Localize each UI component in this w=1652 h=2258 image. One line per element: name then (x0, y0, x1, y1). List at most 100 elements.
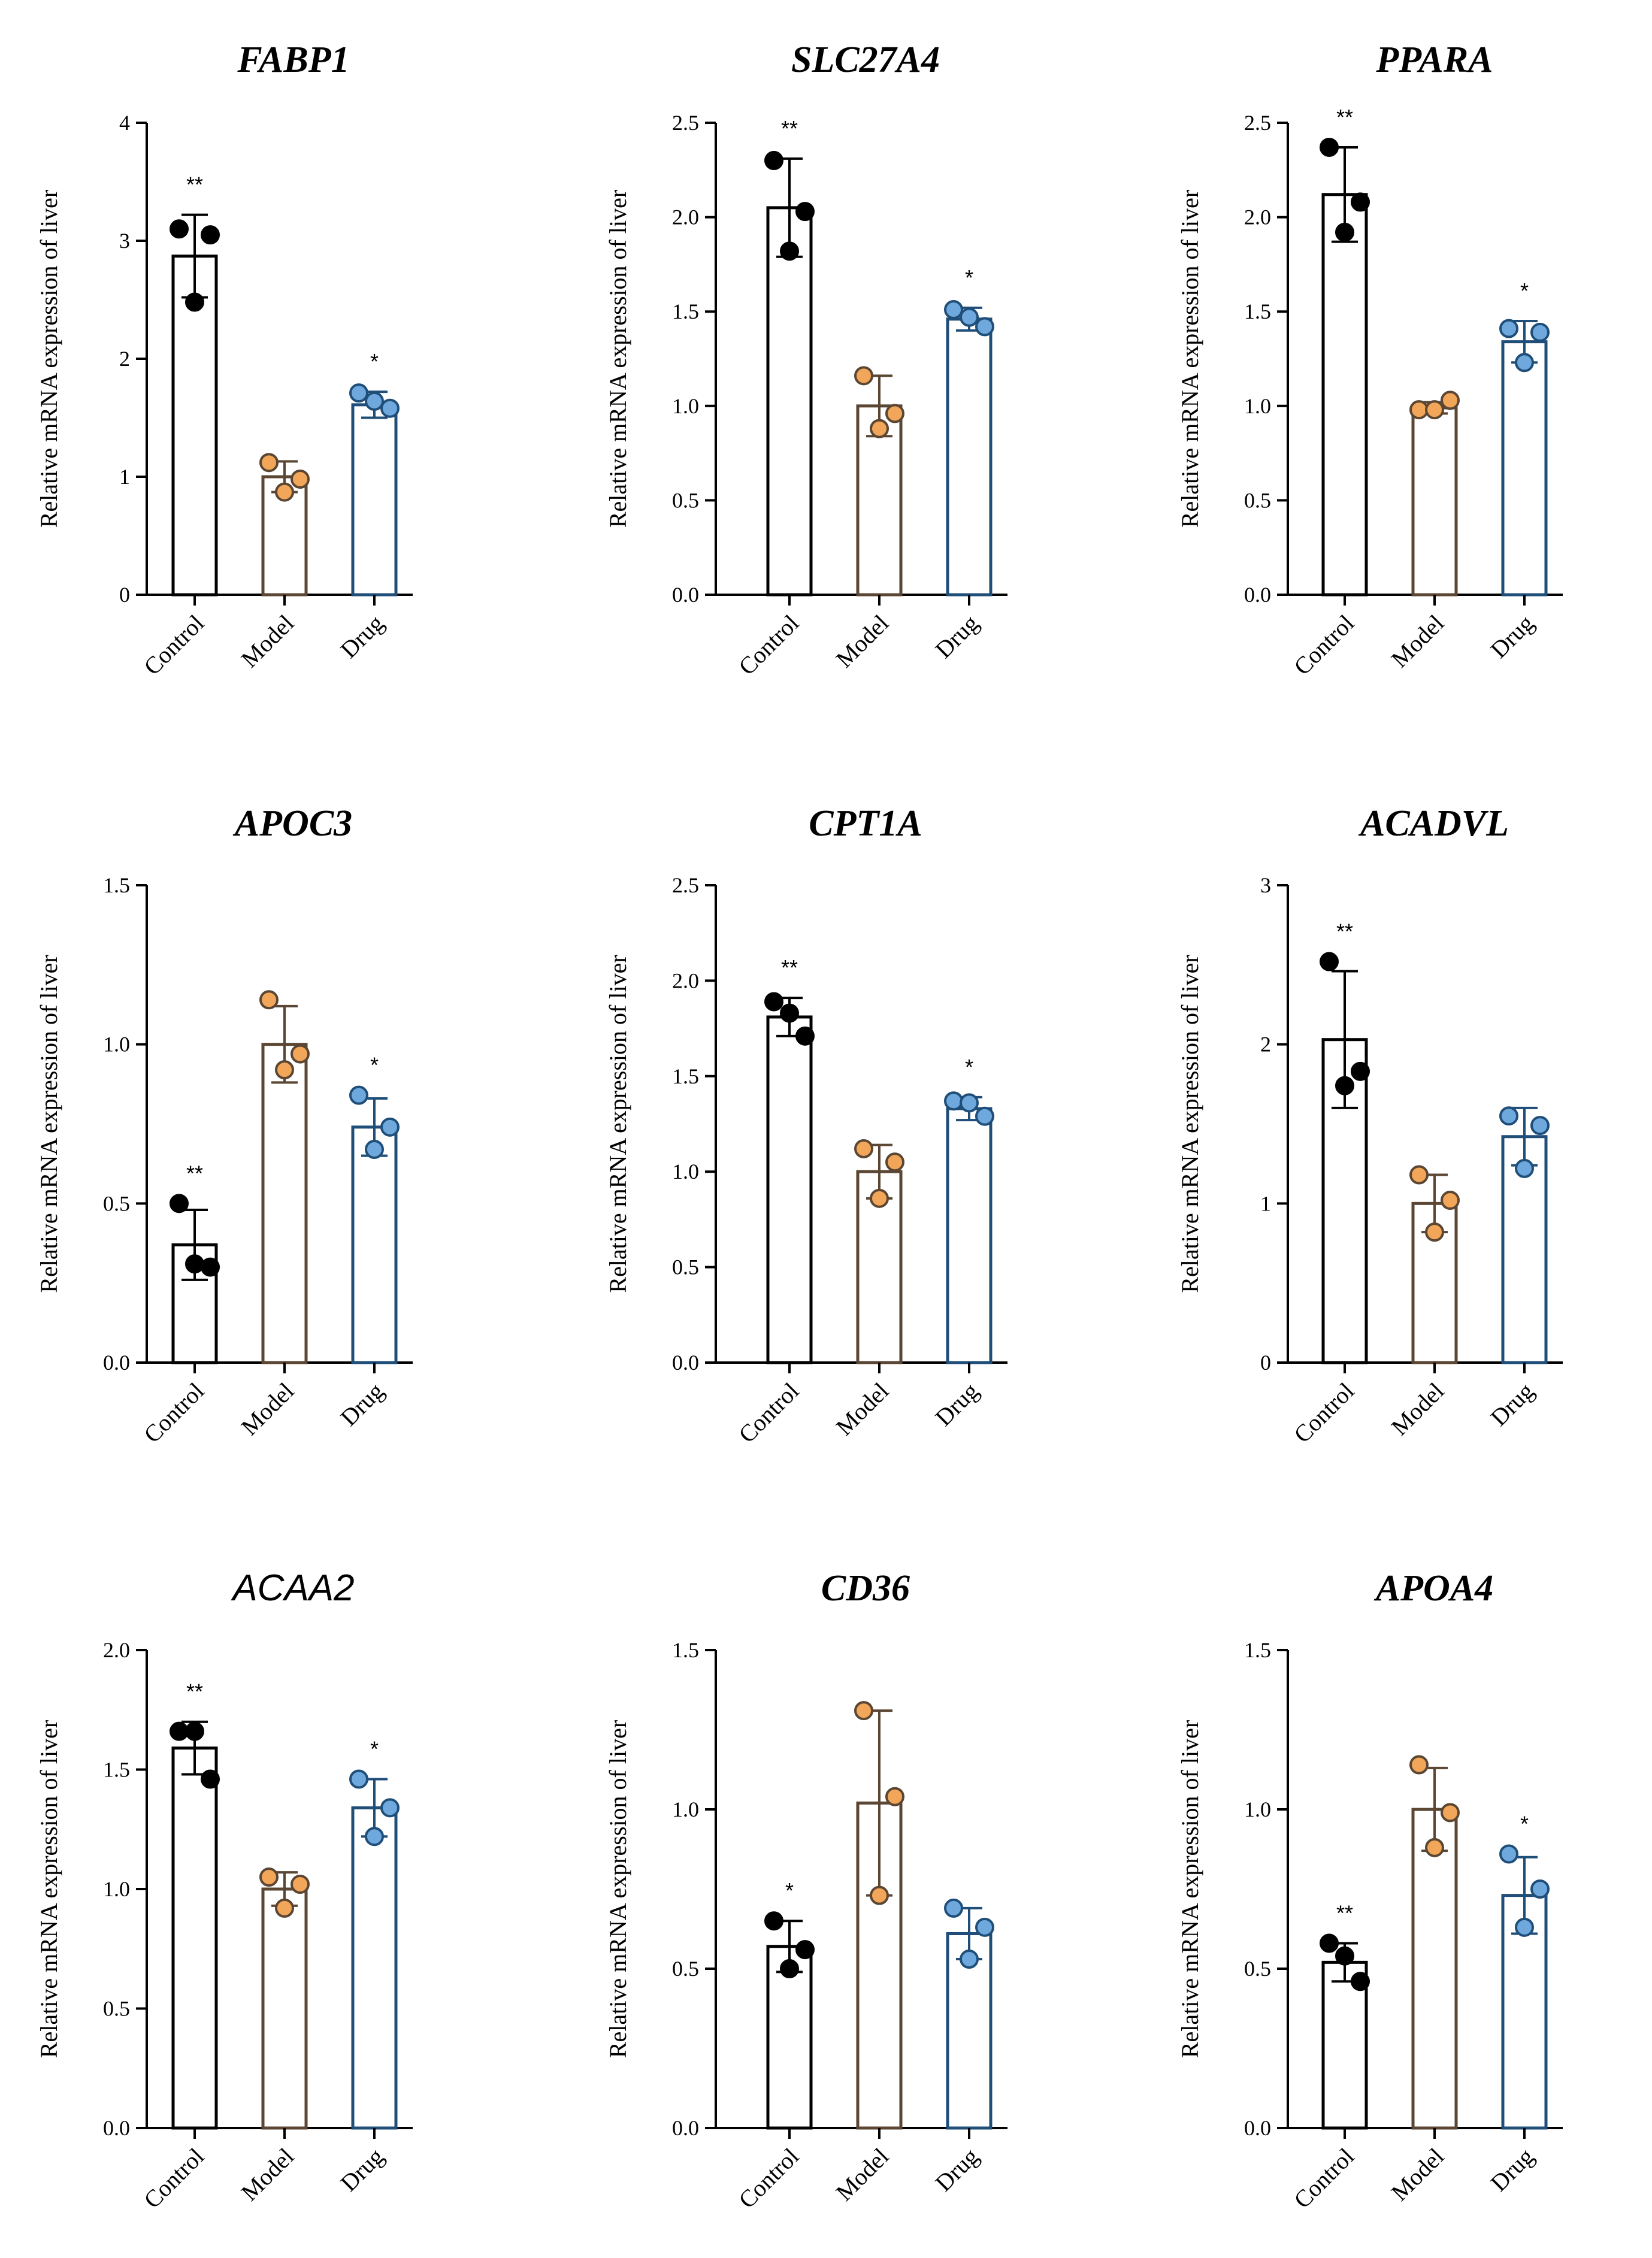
category-label-control: Control (138, 1378, 209, 1448)
data-point-drug (960, 1950, 979, 1969)
category-label-drug: Drug (1485, 1378, 1539, 1431)
category-label-model: Model (831, 610, 894, 673)
bar-drug (351, 1806, 398, 2130)
data-point-control (201, 225, 220, 245)
chart-title: ACAA2 (230, 1567, 354, 1609)
y-tick-label: 3 (119, 229, 130, 253)
significance-label: ** (186, 172, 203, 197)
chart-title: PPARA (1375, 40, 1493, 80)
chart-title: APOA4 (1373, 1568, 1493, 1609)
data-point-drug (1530, 1116, 1550, 1136)
data-point-control (1335, 1076, 1354, 1095)
data-point-drug (1530, 322, 1550, 342)
data-point-control (185, 1254, 204, 1274)
chart-title: APOC3 (232, 803, 352, 844)
data-point-model (1425, 1222, 1444, 1242)
y-tick-label: 1.5 (103, 1758, 130, 1782)
bar-model (261, 1043, 308, 1364)
chart-acaa2: ACAA2 Relative mRNA expression of liver 0.… (35, 1567, 413, 2214)
chart-acadvl: ACADVL Relative mRNA expression of liver 0… (1176, 803, 1563, 1448)
category-label-control: Control (138, 610, 209, 680)
bar-control (1321, 193, 1368, 597)
bar-model (1411, 406, 1458, 597)
y-axis-label: Relative mRNA expression of liver (1176, 190, 1203, 528)
significance-label: * (370, 1053, 379, 1077)
data-point-control (170, 1194, 189, 1213)
data-point-control (1335, 1946, 1354, 1966)
data-point-model (885, 1152, 904, 1172)
significance-label: * (370, 349, 379, 374)
chart-apoc3: APOC3 Relative mRNA expression of liver 0.… (35, 803, 413, 1448)
data-point-model (870, 1885, 889, 1905)
data-point-model (1409, 400, 1429, 420)
y-tick-label: 0.0 (1244, 583, 1271, 607)
bar-drug (1501, 340, 1548, 597)
data-point-model (275, 1898, 294, 1918)
y-tick-label: 0.0 (672, 2116, 699, 2140)
significance-label: * (370, 1736, 379, 1761)
y-tick-label: 2.0 (103, 1638, 130, 1662)
category-label-drug: Drug (1485, 610, 1539, 664)
y-tick-label: 2.0 (1244, 205, 1271, 229)
data-point-model (1441, 1191, 1460, 1210)
y-tick-label: 1.0 (672, 1797, 699, 1821)
data-point-model (259, 453, 279, 473)
data-point-model (291, 1044, 310, 1064)
significance-label: ** (186, 1679, 203, 1704)
data-point-model (291, 1875, 310, 1894)
bar-drug (946, 317, 993, 597)
data-point-drug (975, 1106, 994, 1126)
y-axis-label: Relative mRNA expression of liver (1176, 1720, 1203, 2058)
bar-control (766, 1015, 813, 1364)
y-tick-label: 0.0 (1244, 2116, 1271, 2140)
y-tick-label: 0.5 (1244, 488, 1271, 512)
y-tick-label: 0.5 (103, 1997, 130, 2021)
significance-label: ** (1336, 1900, 1353, 1925)
chart-cpt1a: CPT1A Relative mRNA expression of liver 0.… (604, 803, 1007, 1448)
data-point-model (1441, 391, 1460, 410)
chart-slc27a4: SLC27A4 Relative mRNA expression of liver… (604, 40, 1007, 680)
y-tick-label: 1 (1260, 1191, 1271, 1215)
chart-ppara: PPARA Relative mRNA expression of liver 0.… (1176, 40, 1563, 680)
significance-label: ** (781, 116, 798, 141)
category-label-model: Model (831, 2143, 894, 2206)
y-tick-label: 1.5 (672, 299, 699, 323)
category-label-control: Control (733, 610, 804, 680)
data-point-model (870, 1188, 889, 1208)
data-point-control (185, 292, 204, 312)
y-tick-label: 0 (1260, 1351, 1271, 1375)
data-point-control (795, 202, 815, 222)
data-point-drug (1499, 1106, 1518, 1126)
data-point-control (1351, 1972, 1370, 1991)
y-tick-label: 0.0 (103, 2116, 130, 2140)
data-point-drug (960, 1093, 979, 1113)
data-point-model (854, 1139, 873, 1158)
data-point-model (275, 1060, 294, 1080)
data-point-control (185, 1721, 204, 1741)
category-label-drug: Drug (335, 610, 389, 664)
y-axis-label: Relative mRNA expression of liver (604, 955, 631, 1293)
data-point-model (259, 990, 279, 1010)
data-point-control (170, 219, 189, 239)
data-point-control (170, 1721, 189, 1741)
y-tick-label: 1.5 (672, 1638, 699, 1662)
significance-label: * (965, 1055, 973, 1079)
data-point-drug (975, 1917, 994, 1937)
chart-title: FABP1 (237, 40, 349, 80)
significance-label: ** (186, 1161, 203, 1185)
data-point-drug (349, 1085, 368, 1105)
data-point-control (780, 1003, 799, 1023)
y-axis-label: Relative mRNA expression of liver (1176, 955, 1203, 1293)
data-point-drug (349, 1769, 368, 1789)
chart-cd36: CD36 Relative mRNA expression of liver 0.5… (604, 1568, 1007, 2214)
category-label-drug: Drug (930, 2143, 984, 2197)
data-point-control (1320, 137, 1339, 157)
significance-label: ** (1336, 919, 1353, 944)
data-point-drug (365, 391, 384, 411)
data-point-control (764, 992, 783, 1012)
bar-drug (351, 403, 398, 597)
y-tick-label: 0.0 (672, 583, 699, 607)
data-point-drug (1515, 1158, 1534, 1178)
y-tick-label: 0 (119, 583, 130, 607)
category-label-control: Control (1288, 610, 1359, 680)
